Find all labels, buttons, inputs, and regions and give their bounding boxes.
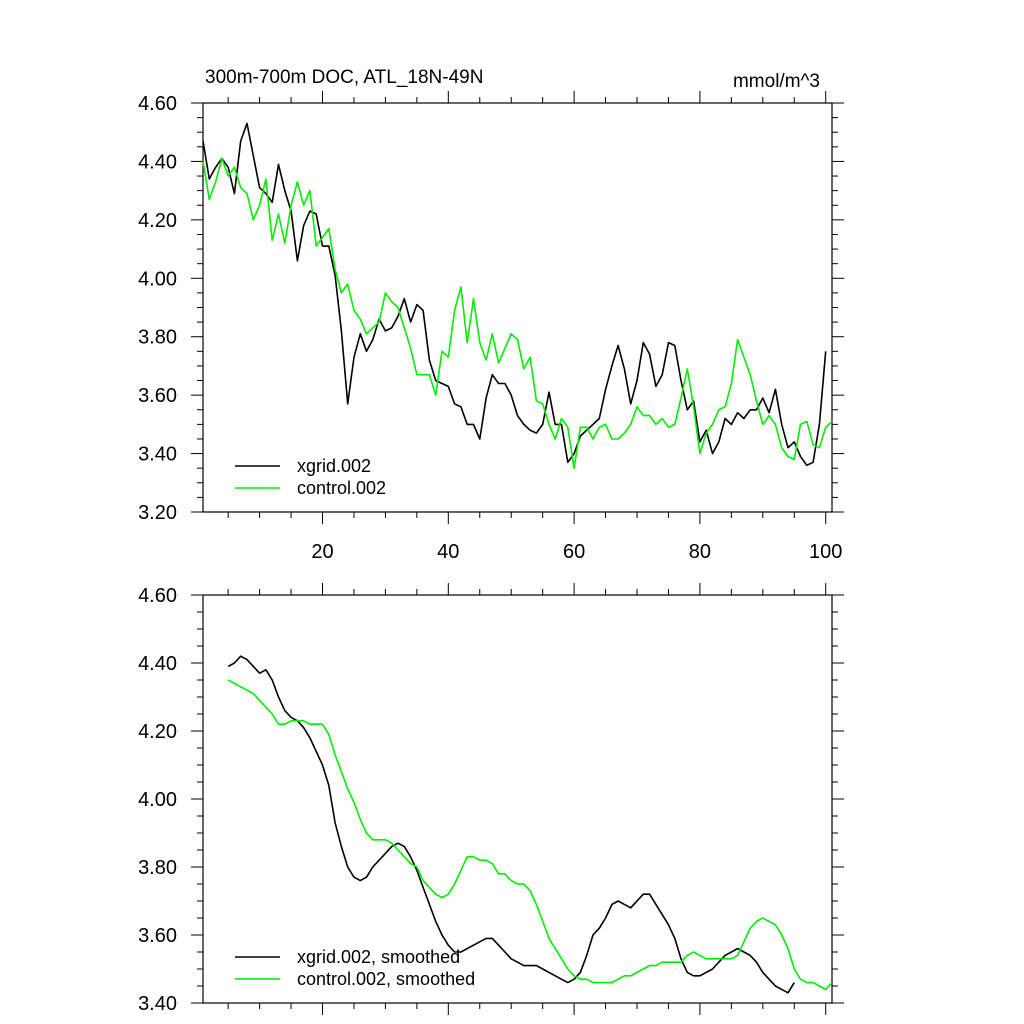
series-line-control [202, 157, 833, 470]
legend-label: control.002, smoothed [297, 969, 475, 989]
y-tick-label: 4.40 [138, 653, 177, 675]
x-tick-label: 80 [689, 541, 711, 563]
legend-label: control.002 [297, 478, 386, 498]
x-tick-label: 20 [311, 541, 333, 563]
y-tick-label: 4.00 [138, 789, 177, 811]
legend-label: xgrid.002, smoothed [297, 947, 460, 967]
y-tick-label: 3.20 [138, 502, 177, 524]
y-tick-label: 3.80 [138, 327, 177, 349]
bottom-panel: 3.40 3.60 3.80 4.00 4.20 4.40 4.60 xgrid.002, s… [138, 583, 844, 1015]
units-label: mmol/m^3 [733, 71, 820, 92]
y-tick-label: 4.20 [138, 210, 177, 232]
y-tick-label: 3.60 [138, 385, 177, 407]
series-line-control [227, 679, 832, 991]
y-tick-label: 4.60 [138, 585, 177, 607]
x-tick-label: 60 [563, 541, 585, 563]
y-tick-label: 3.80 [138, 857, 177, 879]
y-tick-label: 4.20 [138, 721, 177, 743]
series-line-xgrid [202, 122, 827, 467]
y-tick-label: 4.40 [138, 151, 177, 173]
series-line-xgrid [227, 655, 795, 994]
x-tick-label: 100 [809, 541, 842, 563]
chart-title: 300m-700m DOC, ATL_18N-49N [205, 67, 483, 88]
y-tick-label: 3.40 [138, 444, 177, 466]
y-tick-label: 4.60 [138, 93, 177, 115]
y-tick-label: 3.40 [138, 993, 177, 1015]
y-tick-label: 4.00 [138, 268, 177, 290]
plot-frame [202, 594, 833, 1004]
x-tick-label: 40 [437, 541, 459, 563]
legend-label: xgrid.002 [297, 456, 371, 476]
y-tick-label: 3.60 [138, 925, 177, 947]
plot-frame [202, 102, 833, 513]
top-panel: 20 40 60 80 100 3.20 3.40 3.60 3.80 4.00 4.20 4.40 4… [138, 67, 844, 563]
